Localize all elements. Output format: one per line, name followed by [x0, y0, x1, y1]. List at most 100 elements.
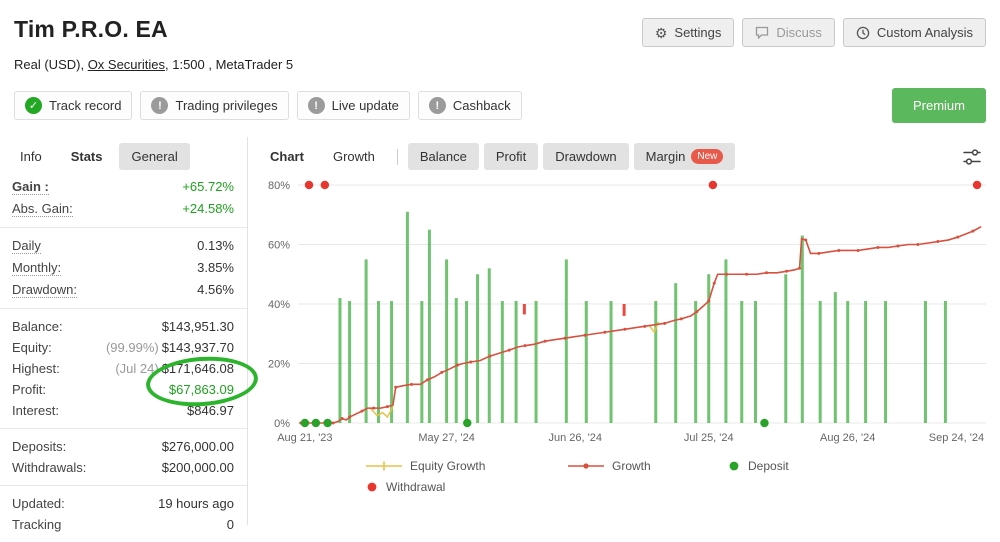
tab-growth[interactable]: Growth: [332, 149, 375, 164]
svg-text:Jul 25, '24: Jul 25, '24: [684, 432, 734, 444]
stat-row-daily: Daily 0.13%: [0, 235, 247, 257]
chart-tabs-row: Chart Growth Balance Profit Drawdown Margin Ne…: [248, 137, 1000, 172]
stat-row-drawdown: Drawdown: 4.56%: [0, 279, 247, 301]
tab-stats[interactable]: Stats: [70, 149, 103, 164]
settings-button[interactable]: ⚙ Settings: [641, 18, 735, 47]
svg-text:20%: 20%: [268, 359, 290, 371]
stats-rows: Gain : +65.72% Abs. Gain: +24.58% Daily 0.13%…: [0, 176, 247, 535]
stat-label[interactable]: Daily: [12, 238, 41, 254]
stat-value: 4.56%: [197, 282, 234, 297]
stat-label: Interest:: [12, 403, 59, 418]
discuss-button-label: Discuss: [776, 25, 822, 40]
legend-deposit[interactable]: Deposit: [728, 459, 789, 473]
tab-profit[interactable]: Profit: [483, 143, 539, 170]
chart-panel: Chart Growth Balance Profit Drawdown Margin Ne…: [248, 137, 1000, 525]
stat-value: 0: [226, 517, 234, 532]
stat-label[interactable]: Gain :: [12, 179, 49, 195]
legend-equity-growth[interactable]: Equity Growth: [366, 459, 568, 473]
stat-row-abs-gain: Abs. Gain: +24.58%: [0, 198, 247, 220]
badge-track-record[interactable]: ✓ Track record: [14, 91, 133, 120]
stat-row-deposits: Deposits: $276,000.00: [0, 436, 247, 457]
custom-analysis-button-label: Custom Analysis: [876, 25, 973, 40]
stat-label: Updated:: [12, 496, 65, 511]
tab-chart[interactable]: Chart: [270, 149, 304, 164]
tab-drawdown[interactable]: Drawdown: [543, 143, 629, 170]
svg-text:May 27, '24: May 27, '24: [418, 432, 475, 444]
stat-value: (Jul 24) $171,646.08: [115, 361, 234, 376]
stat-value: 19 hours ago: [158, 496, 234, 511]
custom-analysis-button[interactable]: Custom Analysis: [842, 18, 986, 47]
stats-separator: [0, 308, 247, 309]
stat-label: Tracking: [12, 517, 62, 532]
page-title: Tim P.R.O. EA: [14, 16, 168, 42]
legend-withdrawal[interactable]: Withdrawal: [366, 480, 445, 494]
stats-separator: [0, 227, 247, 228]
badge-cashback[interactable]: ! Cashback: [417, 91, 522, 120]
legend-label: Withdrawal: [386, 480, 446, 494]
tab-divider: [396, 148, 398, 165]
stat-value: 0.13%: [197, 238, 234, 253]
discuss-button[interactable]: Discuss: [742, 18, 835, 47]
badges-row: ✓ Track record! Trading privileges! Live up…: [0, 72, 1000, 123]
stat-row-monthly: Monthly: 3.85%: [0, 257, 247, 279]
warning-icon: !: [428, 97, 446, 114]
legend-growth[interactable]: Growth: [568, 459, 728, 473]
stat-label: Profit:: [12, 382, 46, 397]
svg-text:Aug 26, '24: Aug 26, '24: [820, 432, 875, 444]
broker-link[interactable]: Ox Securities: [87, 57, 165, 72]
stat-label[interactable]: Abs. Gain:: [12, 201, 73, 217]
stat-value: $276,000.00: [161, 439, 234, 454]
subtitle-suffix: , 1:500 , MetaTrader 5: [165, 57, 294, 72]
svg-text:Sep 24, '24: Sep 24, '24: [929, 432, 984, 444]
new-badge: New: [691, 149, 724, 164]
legend-row-2: Withdrawal: [366, 480, 1000, 494]
check-icon: ✓: [25, 97, 42, 114]
stat-value: $846.97: [187, 403, 234, 418]
badges-list: ✓ Track record! Trading privileges! Live up…: [14, 91, 522, 120]
legend-marker-withdrawal: [367, 482, 377, 492]
svg-text:Jun 26, '24: Jun 26, '24: [549, 432, 602, 444]
premium-button[interactable]: Premium: [891, 88, 986, 123]
badge-trading-privileges[interactable]: ! Trading privileges: [140, 91, 289, 120]
stats-separator: [0, 428, 247, 429]
growth-chart[interactable]: 0% 20% 40% 60% 80% Aug 21, '23 May 27, '24 Jun …: [248, 172, 1000, 459]
stat-value-prefix: (Jul 24): [115, 361, 159, 376]
svg-text:0%: 0%: [274, 418, 290, 430]
stat-label: Deposits:: [12, 439, 67, 454]
stat-label: Highest:: [12, 361, 60, 376]
subtitle-prefix: Real (USD),: [14, 57, 88, 72]
stat-value: $200,000.00: [161, 460, 234, 475]
speech-bubble-icon: [755, 26, 769, 39]
legend-label: Growth: [612, 459, 651, 473]
settings-button-label: Settings: [674, 25, 722, 40]
tab-margin[interactable]: Margin New: [633, 143, 736, 170]
stat-label[interactable]: Monthly:: [12, 260, 62, 276]
tab-balance[interactable]: Balance: [407, 143, 479, 170]
legend-label: Deposit: [748, 459, 789, 473]
stat-row-profit: Profit: $67,863.09: [0, 379, 247, 400]
stats-panel: Info Stats General Gain : +65.72% Abs. Gain:…: [0, 137, 260, 532]
stat-label: Balance:: [12, 319, 63, 334]
stat-value: $67,863.09: [168, 382, 234, 397]
stat-value: 3.85%: [197, 260, 234, 275]
stats-separator: [0, 485, 247, 486]
stat-label[interactable]: Drawdown:: [12, 282, 78, 298]
svg-text:Aug 21, '23: Aug 21, '23: [277, 432, 332, 444]
stat-row-gain: Gain : +65.72%: [0, 176, 247, 198]
account-subtitle: Real (USD), Ox Securities, 1:500 , MetaT…: [0, 47, 1000, 72]
legend-marker-equity-growth: [366, 461, 402, 471]
warning-icon: !: [151, 97, 169, 114]
stat-value: +24.58%: [182, 201, 234, 216]
badge-live-update[interactable]: ! Live update: [296, 91, 410, 120]
svg-text:40%: 40%: [268, 299, 290, 311]
tab-general[interactable]: General: [119, 143, 190, 170]
stat-row-updated: Updated: 19 hours ago: [0, 493, 247, 514]
clock-icon: [856, 26, 870, 40]
filter-icon[interactable]: [958, 144, 986, 170]
legend-marker-deposit: [729, 461, 739, 471]
stat-value: (99.99%) $143,937.70: [105, 340, 234, 355]
tab-info[interactable]: Info: [20, 149, 42, 164]
header: Tim P.R.O. EA ⚙ Settings Discuss Custom …: [0, 0, 1000, 47]
chart-tabs: Chart Growth Balance Profit Drawdown Margin Ne…: [258, 143, 736, 170]
stat-row-balance: Balance: $143,951.30: [0, 316, 247, 337]
